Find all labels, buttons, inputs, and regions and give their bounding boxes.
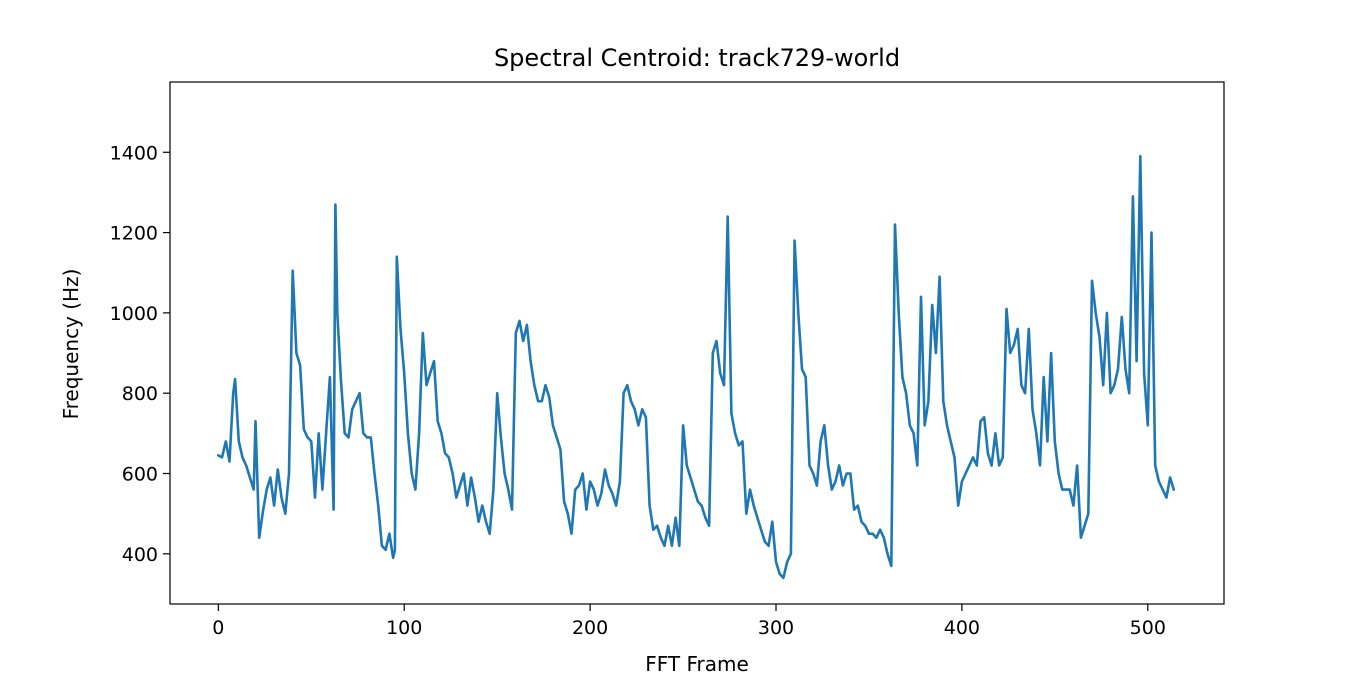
y-tick-label: 1000 — [110, 303, 158, 325]
x-tick-label: 400 — [944, 617, 980, 639]
x-tick-label: 500 — [1130, 617, 1166, 639]
x-tick-label: 100 — [386, 617, 422, 639]
x-axis-title: FFT Frame — [645, 652, 749, 676]
y-tick-label: 400 — [122, 544, 158, 566]
y-tick-label: 800 — [122, 383, 158, 405]
y-tick-label: 1200 — [110, 223, 158, 245]
y-tick-label: 600 — [122, 464, 158, 486]
plot-area-frame — [169, 81, 1225, 605]
x-tick-label: 300 — [758, 617, 794, 639]
chart-title: Spectral Centroid: track729-world — [494, 44, 900, 72]
spectral-centroid-line — [217, 155, 1176, 580]
x-tick-label: 0 — [212, 617, 224, 639]
x-axis-ticks: 0 100 200 300 400 500 — [212, 604, 1166, 639]
y-axis-ticks: 400 600 800 1000 1200 1400 — [110, 142, 170, 566]
y-tick-label: 1400 — [110, 142, 158, 164]
y-axis-title: Frequency (Hz) — [59, 269, 83, 420]
x-tick-label: 200 — [572, 617, 608, 639]
